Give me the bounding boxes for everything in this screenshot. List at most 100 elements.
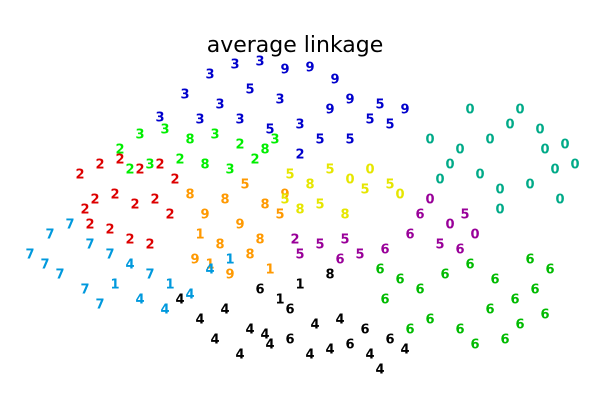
digit-point: 2: [145, 238, 154, 253]
digit-point: 7: [65, 218, 74, 233]
digit-point: 5: [360, 183, 369, 198]
digit-point: 2: [170, 173, 179, 188]
digit-point: 4: [245, 323, 254, 338]
digit-point: 5: [265, 123, 274, 138]
digit-point: 3: [210, 128, 219, 143]
digit-point: 6: [395, 273, 404, 288]
digit-point: 6: [545, 263, 554, 278]
digit-point: 6: [440, 268, 449, 283]
digit-point: 0: [515, 103, 524, 118]
digit-point: 5: [375, 98, 384, 113]
digit-point: 6: [500, 333, 509, 348]
digit-point: 3: [160, 123, 169, 138]
digit-point: 4: [335, 313, 344, 328]
digit-point: 2: [235, 138, 244, 153]
digit-point: 6: [335, 253, 344, 268]
digit-point: 7: [55, 268, 64, 283]
digit-point: 2: [90, 193, 99, 208]
digit-point: 2: [85, 218, 94, 233]
digit-point: 8: [215, 238, 224, 253]
digit-point: 6: [285, 333, 294, 348]
digit-point: 7: [85, 238, 94, 253]
digit-point: 3: [145, 158, 154, 173]
digit-point: 3: [255, 55, 264, 70]
digit-point: 5: [315, 198, 324, 213]
digit-point: 5: [245, 83, 254, 98]
digit-point: 4: [310, 318, 319, 333]
digit-point: 6: [485, 303, 494, 318]
digit-point: 0: [445, 218, 454, 233]
digit-point: 9: [345, 93, 354, 108]
digit-point: 6: [405, 323, 414, 338]
digit-point: 3: [155, 111, 164, 126]
digit-point: 0: [445, 158, 454, 173]
digit-point: 8: [305, 178, 314, 193]
digit-point: 3: [215, 98, 224, 113]
digit-point: 0: [535, 123, 544, 138]
digit-point: 0: [495, 203, 504, 218]
digit-point: 6: [540, 308, 549, 323]
digit-point: 3: [225, 163, 234, 178]
digit-point: 5: [285, 168, 294, 183]
digit-point: 3: [275, 93, 284, 108]
digit-point: 5: [315, 133, 324, 148]
digit-point: 4: [160, 303, 169, 318]
digit-point: 8: [185, 133, 194, 148]
digit-point: 8: [200, 158, 209, 173]
digit-point: 9: [325, 103, 334, 118]
digit-point: 3: [270, 133, 279, 148]
digit-point: 6: [525, 253, 534, 268]
digit-point: 2: [115, 153, 124, 168]
digit-point: 5: [365, 113, 374, 128]
digit-point: 0: [395, 188, 404, 203]
digit-point: 7: [145, 268, 154, 283]
digit-point: 2: [80, 203, 89, 218]
digit-point: 6: [375, 263, 384, 278]
digit-point: 5: [295, 248, 304, 263]
digit-point: 8: [255, 233, 264, 248]
digit-point: 0: [570, 158, 579, 173]
digit-point: 4: [375, 363, 384, 378]
digit-point: 2: [290, 233, 299, 248]
digit-point: 8: [220, 193, 229, 208]
digit-point: 8: [260, 198, 269, 213]
chart-title: average linkage: [207, 33, 384, 58]
digit-point: 5: [385, 178, 394, 193]
digit-point: 8: [260, 143, 269, 158]
digit-point: 6: [415, 208, 424, 223]
digit-point: 5: [315, 238, 324, 253]
digit-point: 2: [115, 143, 124, 158]
digit-point: 9: [305, 61, 314, 76]
digit-point: 0: [345, 173, 354, 188]
digit-point: 3: [230, 58, 239, 73]
digit-point: 1: [195, 228, 204, 243]
digit-point: 3: [180, 88, 189, 103]
digit-point: 7: [95, 298, 104, 313]
digit-point: 0: [550, 163, 559, 178]
digit-point: 4: [195, 313, 204, 328]
digit-point: 2: [150, 193, 159, 208]
digit-point: 0: [425, 133, 434, 148]
digit-point: 1: [225, 253, 234, 268]
digit-point: 1: [275, 293, 284, 308]
digit-point: 2: [165, 208, 174, 223]
digit-point: 4: [210, 333, 219, 348]
digit-point: 6: [465, 258, 474, 273]
digit-point: 3: [295, 118, 304, 133]
digit-point: 3: [195, 113, 204, 128]
digit-point: 5: [435, 238, 444, 253]
digit-point: 1: [265, 263, 274, 278]
digit-point: 2: [75, 168, 84, 183]
digit-point: 7: [80, 283, 89, 298]
digit-point: 4: [260, 328, 269, 343]
digit-point: 9: [280, 63, 289, 78]
digit-point: 8: [340, 208, 349, 223]
digit-point: 4: [265, 338, 274, 353]
digit-point: 1: [165, 278, 174, 293]
digit-point: 4: [400, 343, 409, 358]
digit-point: 0: [425, 193, 434, 208]
digit-point: 7: [40, 258, 49, 273]
digit-point: 6: [510, 293, 519, 308]
digit-point: 4: [365, 348, 374, 363]
